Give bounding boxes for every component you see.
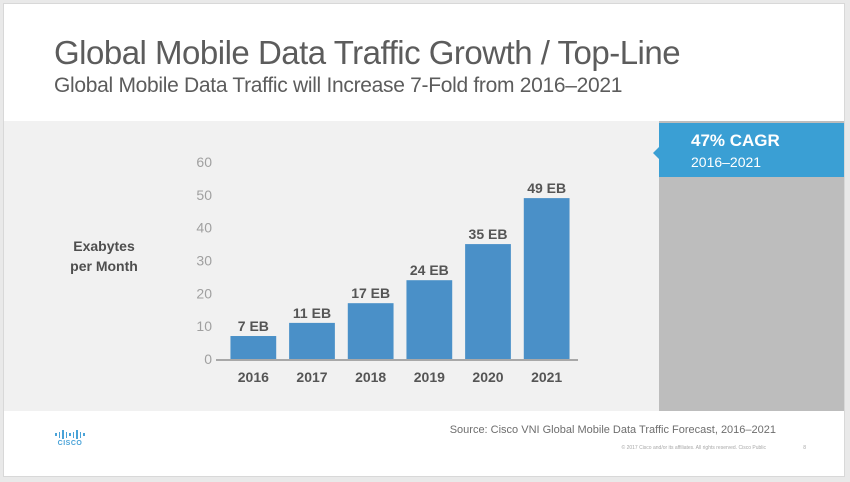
callout-pointer [653,147,659,159]
bar-2018 [347,303,394,359]
data-label-2021: 49 EB [527,180,566,196]
data-label-2016: 7 EB [238,318,269,334]
content-band: Exabytes per Month 0 10 20 30 40 50 60 7 EB 2016… [4,121,844,411]
data-label-2020: 35 EB [469,226,508,242]
page-number: 8 [803,445,806,451]
y-tick-label: 30 [196,253,212,269]
cagr-panel: 47% CAGR 2016–2021 [653,121,844,411]
x-tick-label-2021: 2021 [531,369,562,385]
x-tick-label-2017: 2017 [296,369,327,385]
y-tick-label: 20 [196,285,212,301]
slide-subtitle: Global Mobile Data Traffic will Increase… [54,74,623,97]
data-label-2018: 17 EB [351,285,390,301]
x-tick-label-2016: 2016 [238,369,269,385]
bar-2019 [406,280,453,359]
x-tick-label-2019: 2019 [414,369,445,385]
cisco-logo: CISCO [50,430,90,452]
y-tick-label: 0 [204,351,212,367]
cisco-bridge-logo-icon [50,430,90,439]
slide: Global Mobile Data Traffic Growth / Top-… [3,3,845,477]
cagr-value: 47% CAGR [691,131,780,150]
y-tick-label: 10 [196,318,212,334]
bar-2021 [523,198,570,359]
cagr-range: 2016–2021 [691,154,762,170]
slide-title: Global Mobile Data Traffic Growth / Top-… [54,34,681,71]
data-label-2017: 11 EB [293,305,331,321]
data-label-2019: 24 EB [410,262,449,278]
x-tick-label-2018: 2018 [355,369,386,385]
bar-2020 [465,244,511,359]
bar-2017 [289,322,335,359]
y-tick-label: 60 [196,154,212,170]
y-tick-label: 40 [196,220,212,236]
x-tick-label-2020: 2020 [472,369,503,385]
footer-source: Source: Cisco VNI Global Mobile Data Tra… [449,424,776,436]
y-tick-label: 50 [196,187,212,203]
y-axis-title-line-2: per Month [70,258,138,274]
cagr-callout: 47% CAGR 2016–2021 [653,123,844,177]
bar-2016 [230,336,277,359]
y-axis-title: Exabytes per Month [54,236,154,276]
y-axis-title-line-1: Exabytes [73,238,135,254]
bar-chart: 0 10 20 30 40 50 60 7 EB 2016 11 EB 2017 17 EB 2018 2… [196,154,578,385]
cisco-logo-text: CISCO [57,440,83,447]
footer-copyright: © 2017 Cisco and/or its affiliates. All … [621,445,767,451]
